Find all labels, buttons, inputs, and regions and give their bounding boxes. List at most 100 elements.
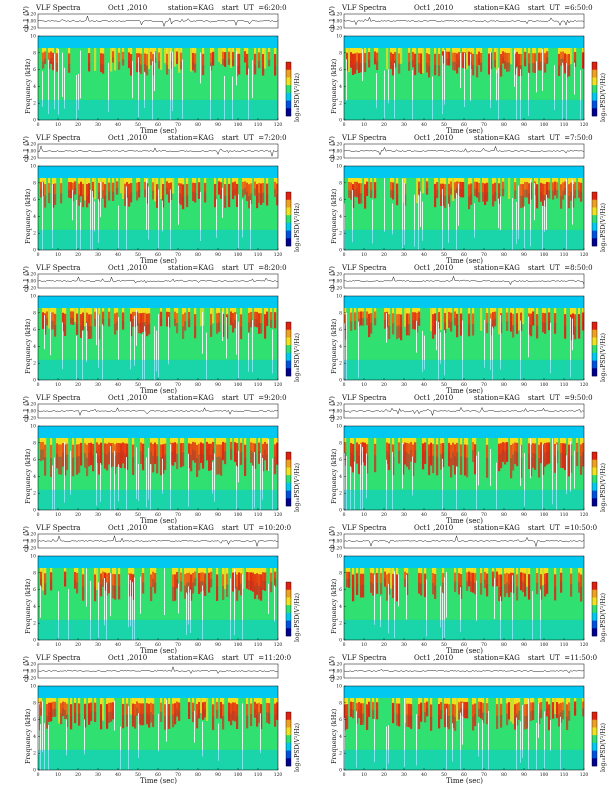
freq-axis-label: Frequency (kHz) bbox=[330, 708, 338, 764]
colorbar-segment bbox=[286, 77, 291, 86]
spectrogram-cell bbox=[528, 313, 531, 335]
spectrogram-cell bbox=[204, 182, 207, 203]
spectrogram-cell bbox=[72, 444, 75, 477]
spectrogram-cell bbox=[172, 574, 175, 602]
spectrogram-gap bbox=[386, 312, 387, 343]
spectrogram-gap bbox=[126, 457, 127, 524]
spectrogram-cell bbox=[176, 313, 179, 334]
spectrogram-gap bbox=[422, 201, 423, 241]
colorbar-segment bbox=[286, 230, 291, 239]
colorbar-segment bbox=[286, 329, 291, 338]
spectrogram-cell bbox=[426, 53, 429, 73]
spectrogram-cell bbox=[138, 53, 141, 73]
spectrogram-cell bbox=[154, 178, 157, 202]
time-tick-label: 90 bbox=[215, 382, 221, 388]
spectrogram-cell bbox=[102, 571, 105, 587]
colorbar-segment bbox=[592, 582, 597, 591]
colorbar-segment bbox=[592, 712, 597, 721]
spectrogram-cell bbox=[468, 313, 471, 337]
spectrogram-cell bbox=[344, 314, 347, 340]
spectrogram-gap bbox=[444, 50, 445, 105]
freq-tick-label: 4 bbox=[339, 344, 342, 350]
spectrogram-cell bbox=[574, 314, 577, 340]
spectrogram-cell bbox=[262, 443, 265, 472]
spectrogram-cell bbox=[554, 181, 557, 196]
freq-tick-label: 2 bbox=[33, 101, 36, 107]
spectrogram-gap bbox=[210, 66, 211, 128]
time-tick-label: 90 bbox=[215, 512, 221, 518]
spectrogram-cell bbox=[48, 183, 51, 204]
spectrogram-cell bbox=[478, 182, 481, 203]
spectrogram-cell bbox=[198, 443, 201, 471]
spectrogram-cell bbox=[264, 48, 267, 69]
spectrogram-cell bbox=[490, 313, 493, 336]
spectrogram-gap bbox=[524, 452, 525, 507]
spectrogram-cell bbox=[486, 182, 489, 202]
spectrogram-cell bbox=[256, 573, 259, 595]
freq-tick-label: 10 bbox=[30, 424, 36, 430]
spectrogram-gap bbox=[346, 455, 347, 518]
spectrogram-cell bbox=[164, 48, 167, 64]
spectrogram-gap bbox=[178, 185, 179, 225]
spectrogram-cell bbox=[174, 311, 177, 327]
time-tick-label: 110 bbox=[560, 382, 569, 388]
spectrogram-cell bbox=[270, 312, 273, 328]
spectrogram-gap bbox=[462, 702, 463, 745]
spectrogram-gap bbox=[252, 465, 253, 512]
spectrogram-cell bbox=[68, 53, 71, 73]
spectrogram-cell bbox=[48, 308, 51, 329]
spectrogram-gap bbox=[110, 573, 111, 617]
spectrogram-cell bbox=[102, 53, 105, 74]
spectrogram-low-band bbox=[344, 359, 584, 380]
spectrogram-gap bbox=[398, 574, 399, 607]
colorbar-segment bbox=[592, 222, 597, 231]
spectrogram-cell bbox=[368, 701, 371, 717]
time-tick-label: 40 bbox=[115, 642, 121, 648]
spectrogram-cell bbox=[88, 314, 91, 340]
spectrogram-gap bbox=[172, 51, 173, 112]
time-tick-label: 30 bbox=[401, 642, 407, 648]
spectrogram-gap bbox=[134, 577, 135, 640]
panel-station: station=KAG bbox=[474, 264, 520, 272]
time-tick-label: 80 bbox=[501, 642, 507, 648]
spectrogram-cell bbox=[176, 571, 179, 589]
spectrogram-gap bbox=[490, 52, 491, 109]
spectrogram-cell bbox=[496, 571, 499, 587]
time-tick-label: 20 bbox=[381, 642, 387, 648]
spectrogram-cell bbox=[180, 572, 183, 592]
panel-station: station=KAG bbox=[168, 264, 214, 272]
spectrogram-cell bbox=[198, 702, 201, 719]
spectrogram-gap bbox=[474, 203, 475, 238]
spectrogram-cell bbox=[250, 703, 253, 726]
panel-start-time: start UT =11:50:0 bbox=[528, 654, 598, 662]
freq-tick-label: 8 bbox=[33, 570, 36, 576]
spectrogram-cell bbox=[462, 181, 465, 198]
colorbar-segment bbox=[592, 230, 597, 239]
spectrogram-cell bbox=[410, 442, 413, 462]
colorbar-segment bbox=[592, 735, 597, 744]
spectrogram-gap bbox=[528, 698, 529, 769]
waveform-line bbox=[37, 15, 279, 28]
spectrogram-gap bbox=[166, 699, 167, 742]
time-tick-label: 40 bbox=[421, 772, 427, 778]
freq-tick-label: 6 bbox=[33, 717, 36, 723]
time-tick-label: 10 bbox=[361, 642, 367, 648]
time-tick-label: 90 bbox=[215, 122, 221, 128]
time-tick-label: 120 bbox=[580, 382, 589, 388]
spectrogram-cell bbox=[146, 313, 149, 337]
spectrogram-cell bbox=[428, 444, 431, 476]
spectrogram-cell bbox=[376, 702, 379, 720]
freq-tick-label: 6 bbox=[339, 67, 342, 73]
spectrogram-cell bbox=[512, 313, 515, 338]
spectrogram-cell bbox=[546, 573, 549, 594]
spectrogram-cell bbox=[60, 444, 63, 475]
time-tick-label: 50 bbox=[135, 512, 141, 518]
spectrogram-cell bbox=[188, 311, 191, 328]
spectrogram-cell bbox=[152, 182, 155, 200]
spectrogram-cell bbox=[104, 572, 107, 591]
spectrogram-gap bbox=[442, 189, 443, 253]
time-tick-label: 70 bbox=[481, 122, 487, 128]
time-tick-label: 100 bbox=[234, 512, 243, 518]
